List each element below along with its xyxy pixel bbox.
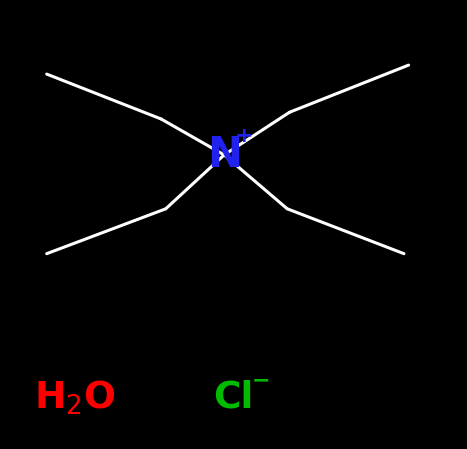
Text: N: N (207, 134, 241, 176)
Text: Cl: Cl (213, 379, 254, 415)
Text: H$_2$O: H$_2$O (34, 378, 115, 417)
Text: −: − (251, 370, 270, 390)
Text: +: + (234, 126, 253, 146)
